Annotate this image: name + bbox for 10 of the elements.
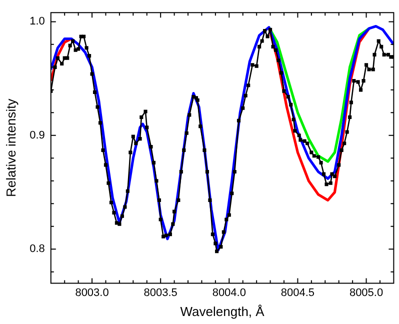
x-tick-label: 8004.0 <box>212 286 246 299</box>
y-tick-label: 0.8 <box>30 243 45 256</box>
x-tick-label: 8003.0 <box>75 286 109 299</box>
y-tick-label: 0.9 <box>30 129 45 142</box>
x-tick-label: 8005.0 <box>349 286 384 299</box>
x-tick-label: 8004.5 <box>280 286 315 299</box>
x-tick-label: 8003.5 <box>144 286 178 299</box>
x-axis-title: Wavelength, Å <box>180 304 265 319</box>
y-axis-title: Relative intensity <box>3 98 18 198</box>
y-tick-label: 1.0 <box>30 16 45 28</box>
